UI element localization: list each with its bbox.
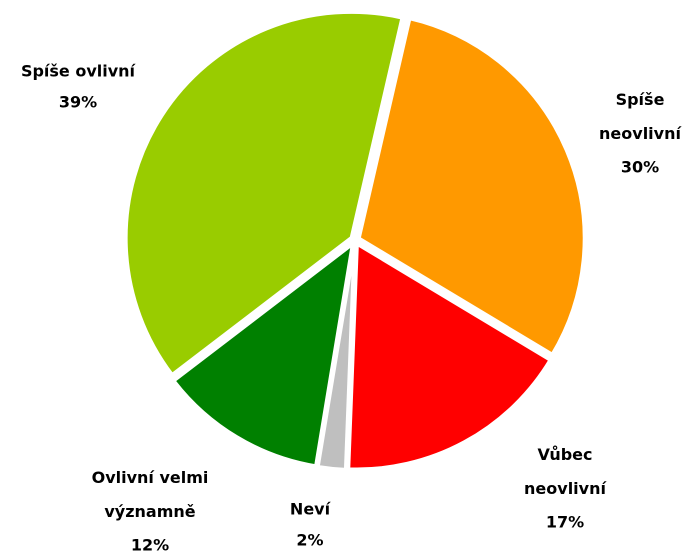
pie-slice bbox=[123, 9, 405, 378]
value-label: 30% bbox=[621, 158, 659, 177]
slice-label: Neví bbox=[290, 500, 332, 519]
pie-slice bbox=[170, 238, 356, 469]
value-label: 12% bbox=[131, 536, 169, 555]
label-line: neovlivní bbox=[524, 479, 607, 498]
pie-slice bbox=[356, 15, 587, 358]
pie-slice bbox=[346, 240, 554, 472]
label-line: významně bbox=[104, 502, 195, 521]
value-label: 39% bbox=[59, 93, 97, 112]
label-line: Vůbec bbox=[538, 445, 593, 464]
label-line: neovlivní bbox=[599, 124, 682, 143]
label-line: Spíše bbox=[616, 90, 665, 109]
slice-label: Vůbec neovlivní bbox=[524, 445, 607, 498]
slice-label: Ovlivní velmi významně bbox=[92, 468, 209, 521]
slice-label: Spíše neovlivní bbox=[599, 90, 682, 143]
slice-label: Spíše ovlivní bbox=[21, 62, 137, 81]
label-line: Ovlivní velmi bbox=[92, 468, 209, 487]
value-label: 2% bbox=[296, 531, 323, 550]
value-label: 17% bbox=[546, 513, 584, 532]
